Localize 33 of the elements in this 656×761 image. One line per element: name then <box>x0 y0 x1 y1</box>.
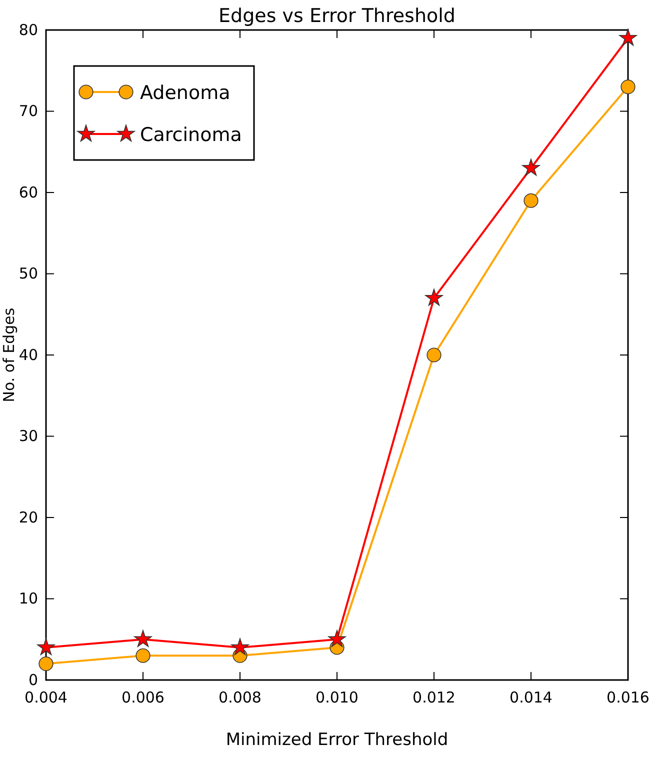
y-tick-label: 30 <box>18 427 38 446</box>
y-tick-label: 70 <box>18 102 38 120</box>
x-tick-label: 0.006 <box>122 688 164 707</box>
x-tick-label: 0.008 <box>218 688 262 707</box>
x-axis-title: Minimized Error Threshold <box>226 730 448 750</box>
y-tick-label: 60 <box>18 183 38 202</box>
point <box>524 193 538 208</box>
y-tick-label: 40 <box>18 346 38 364</box>
point <box>37 638 55 656</box>
chart-title: Edges vs Error Threshold <box>218 5 456 27</box>
point <box>38 656 54 672</box>
point <box>328 630 346 648</box>
point <box>426 348 442 362</box>
point <box>619 28 637 46</box>
point <box>522 158 540 176</box>
point <box>231 638 249 656</box>
y-tick-label: 50 <box>18 264 38 283</box>
point <box>620 80 636 94</box>
y-tick-label: 80 <box>18 20 38 39</box>
y-tick-label: 0 <box>28 670 38 689</box>
legend-label: Adenoma <box>140 82 230 104</box>
x-tick-label: 0.004 <box>24 688 68 707</box>
x-tick-label: 0.012 <box>412 688 456 707</box>
point <box>425 288 443 306</box>
y-axis-title: No. of Edges <box>0 308 18 402</box>
x-tick-label: 0.010 <box>316 688 358 707</box>
legend-label: Carcinoma <box>140 124 242 146</box>
point <box>136 648 150 663</box>
point <box>134 630 152 648</box>
y-tick-label: 20 <box>18 508 38 526</box>
y-tick-label: 10 <box>18 590 38 608</box>
x-tick-label: 0.016 <box>606 688 650 707</box>
x-tick-label: 0.014 <box>510 688 552 707</box>
